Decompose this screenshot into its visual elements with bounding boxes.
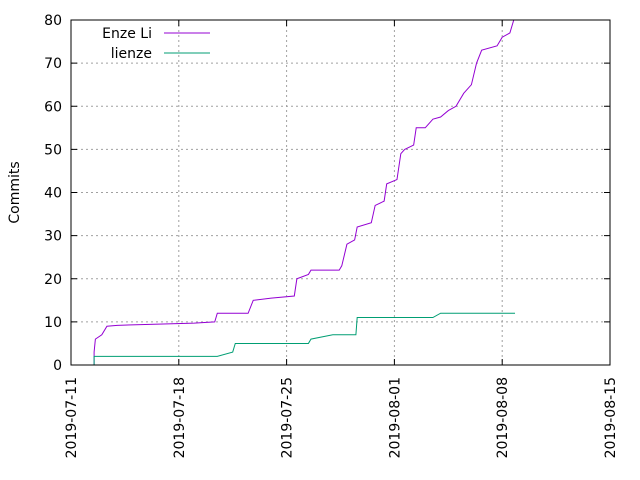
series-layer [93, 19, 516, 365]
y-tick-label: 20 [44, 272, 62, 288]
y-tick-label: 50 [44, 142, 62, 158]
y-tick-label: 70 [44, 56, 62, 72]
grid-layer [71, 20, 610, 365]
y-tick-label: 80 [44, 13, 62, 29]
legend-label: Enze Li [102, 26, 152, 42]
series-line-1 [93, 312, 516, 365]
series-line-0 [93, 19, 515, 365]
x-tick-label: 2019-07-11 [64, 377, 80, 458]
y-tick-label: 30 [44, 229, 62, 245]
x-tick-label: 2019-08-08 [495, 377, 511, 458]
x-tick-label: 2019-07-25 [280, 377, 296, 458]
legend-label: lienze [111, 46, 152, 62]
y-tick-label: 0 [53, 358, 62, 374]
x-tick-label: 2019-07-18 [172, 377, 188, 458]
y-axis-title: Commits [7, 161, 23, 223]
x-tick-label: 2019-08-15 [603, 377, 619, 458]
y-tick-label: 40 [44, 186, 62, 202]
x-tick-label: 2019-08-01 [387, 377, 403, 458]
ticks-layer: 0 10 20 30 40 50 60 70 80 2019-07-11 2019-07-18 201… [44, 13, 619, 458]
y-tick-label: 60 [44, 99, 62, 115]
y-tick-label: 10 [44, 315, 62, 331]
legend: Enze Li lienze [102, 26, 210, 62]
